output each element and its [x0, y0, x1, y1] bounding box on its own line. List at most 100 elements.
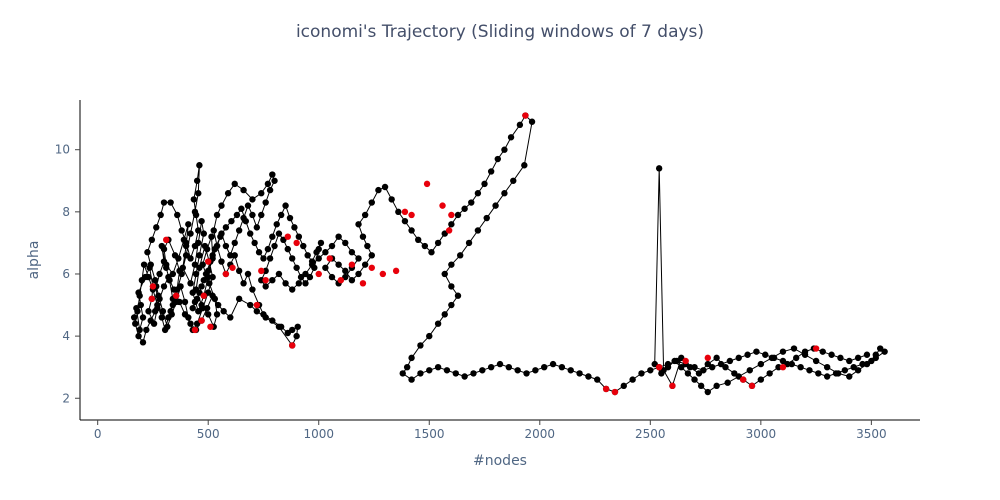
highlight-point-7 [198, 317, 205, 324]
data-point-26 [163, 261, 170, 268]
data-point-91 [187, 230, 194, 237]
data-point-322 [629, 376, 636, 383]
data-point-133 [294, 323, 301, 330]
data-point-265 [454, 211, 462, 219]
data-point-128 [253, 308, 261, 315]
data-point-200 [291, 224, 298, 231]
data-point-153 [231, 180, 238, 188]
data-point-226 [295, 280, 303, 287]
highlight-point-14 [289, 342, 296, 349]
data-point-163 [253, 224, 261, 231]
data-point-90 [191, 208, 199, 216]
data-point-235 [355, 255, 362, 262]
data-point-337 [762, 351, 769, 358]
data-point-103 [138, 276, 146, 284]
highlight-point-37 [704, 354, 711, 362]
data-point-118 [187, 320, 194, 327]
y-tick-label-0: 2 [62, 391, 70, 405]
x-tick-label-4: 2000 [525, 427, 556, 441]
data-point-45 [208, 233, 215, 240]
data-point-342 [806, 367, 813, 374]
data-point-123 [214, 301, 222, 309]
data-point-259 [415, 236, 422, 244]
data-point-50 [213, 311, 221, 318]
data-point-385 [713, 354, 720, 362]
data-point-277 [521, 162, 528, 169]
data-point-374 [671, 357, 678, 365]
data-point-329 [691, 363, 698, 371]
data-point-343 [815, 370, 822, 377]
data-point-212 [293, 264, 300, 271]
x-tick-label-5: 2500 [635, 427, 666, 441]
data-point-196 [273, 221, 280, 228]
data-point-295 [403, 363, 411, 371]
data-point-309 [514, 367, 521, 374]
data-point-334 [735, 354, 742, 362]
x-tick-label-0: 0 [94, 427, 102, 441]
trajectory-line [133, 114, 886, 393]
data-point-313 [549, 360, 557, 368]
data-point-121 [203, 304, 211, 312]
data-point-300 [434, 363, 442, 371]
highlight-point-18 [326, 255, 333, 262]
data-point-270 [487, 168, 495, 175]
data-point-203 [304, 252, 311, 259]
x-tick-label-3: 1500 [414, 427, 445, 441]
data-point-97 [161, 326, 169, 334]
x-axis-title: #nodes [473, 453, 527, 469]
data-point-143 [235, 267, 243, 275]
data-point-96 [165, 314, 172, 321]
data-point-318 [594, 376, 601, 383]
plot-area: 0 500 1000 1500 2000 2500 3000 3500 2 4 6 8 10 [55, 100, 920, 441]
data-point-39 [192, 270, 200, 278]
highlight-point-17 [315, 270, 322, 278]
highlight-point-5 [200, 292, 207, 299]
data-point-333 [726, 357, 734, 365]
data-point-135 [284, 329, 291, 337]
data-point-384 [704, 360, 711, 368]
data-point-160 [266, 186, 274, 194]
data-point-72 [147, 261, 154, 268]
data-point-221 [262, 283, 269, 290]
data-point-392 [775, 363, 782, 371]
x-tick-label-1: 500 [197, 427, 220, 441]
data-point-242 [335, 261, 342, 268]
data-point-30 [185, 221, 192, 228]
data-point-232 [335, 233, 342, 240]
data-point-387 [731, 370, 738, 377]
data-point-276 [528, 118, 536, 125]
data-point-218 [266, 255, 274, 262]
data-point-115 [170, 286, 178, 293]
data-point-77 [160, 199, 168, 206]
data-point-390 [757, 376, 765, 383]
highlight-point-27 [423, 180, 431, 188]
data-point-298 [417, 370, 424, 377]
highlight-point-25 [401, 208, 409, 216]
data-point-71 [151, 276, 159, 284]
data-point-311 [532, 367, 539, 374]
data-point-321 [620, 382, 627, 390]
data-point-359 [812, 357, 820, 365]
data-point-253 [375, 186, 382, 194]
data-point-149 [210, 227, 217, 234]
data-point-258 [408, 227, 415, 234]
highlight-point-8 [207, 323, 214, 330]
data-point-297 [408, 376, 415, 383]
data-point-307 [496, 360, 504, 368]
data-point-352 [881, 348, 888, 355]
data-point-216 [275, 230, 283, 237]
data-point-227 [302, 270, 309, 278]
data-point-316 [576, 370, 583, 377]
data-point-74 [148, 236, 156, 244]
data-point-294 [408, 354, 415, 362]
data-point-207 [315, 245, 322, 253]
data-point-290 [441, 311, 448, 318]
data-point-167 [235, 227, 243, 234]
data-point-158 [269, 171, 276, 178]
data-point-272 [501, 146, 508, 153]
data-point-175 [200, 276, 207, 284]
data-point-308 [505, 363, 513, 371]
data-point-371 [691, 376, 698, 383]
data-point-285 [448, 261, 455, 268]
highlight-point-23 [379, 270, 387, 278]
